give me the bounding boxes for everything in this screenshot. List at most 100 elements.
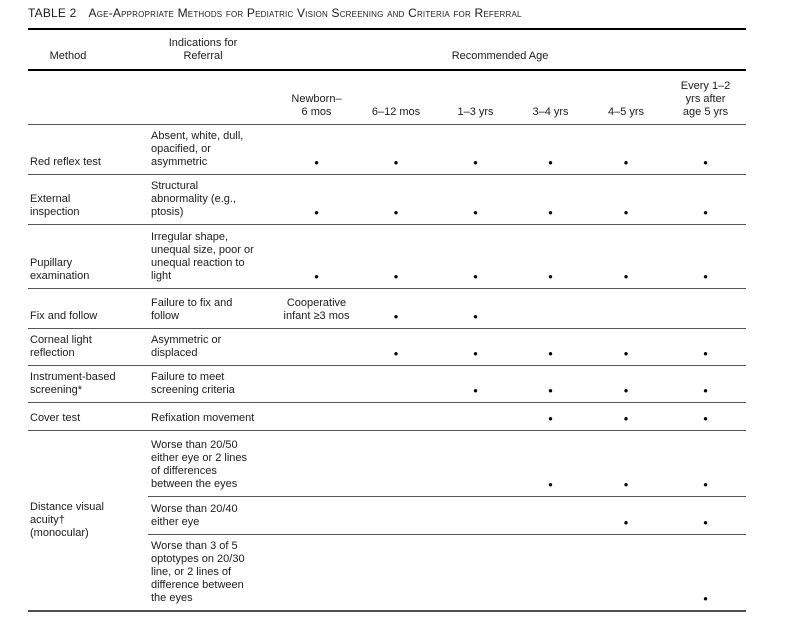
indication-cell: Worse than 20/40 either eye <box>148 496 278 535</box>
bullet-mark: ● <box>437 124 514 175</box>
bullet-mark: ● <box>665 430 747 497</box>
bullet-mark <box>437 534 514 611</box>
bullet-mark <box>278 430 355 497</box>
indication-cell: Worse than 3 of 5 optotypes on 20/30 lin… <box>151 540 245 604</box>
age-header-6-12mos: 6–12 mos <box>355 70 437 125</box>
indication-cell: Worse than 20/50 either eye or 2 lines o… <box>148 430 278 497</box>
method-cell: Corneal light reflection <box>28 328 148 366</box>
table-row: Corneal light reflection Asymmetric or d… <box>28 328 747 366</box>
table-row: Instrument-based screening* Failure to m… <box>28 365 747 403</box>
bullet-mark: ● <box>665 496 747 535</box>
table-title: Age-Appropriate Methods for Pediatric Vi… <box>88 6 522 20</box>
table-row: Worse than 3 of 5 optotypes on 20/30 lin… <box>28 534 746 611</box>
bullet-mark: ● <box>665 402 747 431</box>
bullet-mark: ● <box>587 430 665 497</box>
bullet-mark <box>355 430 437 497</box>
bullet-mark: ● <box>587 365 665 403</box>
age-header-4-5yrs: 4–5 yrs <box>587 70 665 125</box>
bullet-mark: ● <box>355 124 437 175</box>
bullet-mark: ● <box>514 430 587 497</box>
table-number: TABLE 2 <box>28 6 77 20</box>
table-row: Distance visual acuity† (monocular) Wors… <box>28 430 747 539</box>
method-cell: Pupillary examination <box>28 224 148 289</box>
column-header-recommended-age: Recommended Age <box>278 30 747 71</box>
method-cell: Fix and follow <box>28 288 148 329</box>
bullet-mark: ● <box>665 174 747 225</box>
bullet-mark <box>278 496 355 535</box>
bullet-mark: ● <box>437 288 514 329</box>
bullet-mark <box>437 496 514 535</box>
method-cell: Distance visual acuity† (monocular) <box>30 500 104 539</box>
bullet-mark: ● <box>587 124 665 175</box>
bullet-mark: ● <box>665 365 747 403</box>
bullet-mark: ● <box>437 328 514 366</box>
table-row: Fix and follow Failure to fix and follow… <box>28 288 747 329</box>
bullet-mark <box>278 365 355 403</box>
age-header-newborn-6mos: Newborn– 6 mos <box>278 70 355 125</box>
bullet-mark <box>587 288 665 329</box>
method-cell: External inspection <box>28 174 148 225</box>
header-spacer <box>148 70 278 125</box>
bullet-mark: ● <box>355 224 437 289</box>
method-cell: Cover test <box>28 402 148 431</box>
bullet-mark: ● <box>437 224 514 289</box>
bullet-mark: ● <box>437 365 514 403</box>
bullet-mark: ● <box>665 224 747 289</box>
bullet-mark <box>278 534 355 611</box>
age-header-every-1-2yrs: Every 1–2 yrs after age 5 yrs <box>665 70 747 125</box>
table-page: TABLE 2 Age-Appropriate Methods for Pedi… <box>28 4 747 612</box>
bullet-mark <box>587 534 665 611</box>
indication-cell: Failure to fix and follow <box>148 288 278 329</box>
bullet-mark: ● <box>587 174 665 225</box>
bullet-mark <box>278 402 355 431</box>
bullet-mark: ● <box>587 224 665 289</box>
age-header-1-3yrs: 1–3 yrs <box>437 70 514 125</box>
bullet-mark: ● <box>514 365 587 403</box>
vision-screening-table: Method Indications for Referral Recommen… <box>28 30 747 612</box>
bullet-mark <box>514 496 587 535</box>
bullet-mark: ● <box>514 174 587 225</box>
bullet-mark: ● <box>514 224 587 289</box>
indication-cell: Asymmetric or displaced <box>148 328 278 366</box>
bullet-mark: ● <box>587 496 665 535</box>
bullet-mark: ● <box>514 124 587 175</box>
bullet-mark: ● <box>437 174 514 225</box>
column-header-method: Method <box>28 30 148 71</box>
bullet-mark: ● <box>587 328 665 366</box>
bullet-mark: ● <box>514 402 587 431</box>
bullet-mark <box>514 288 587 329</box>
bullet-mark <box>355 534 437 611</box>
indication-cell: Refixation movement <box>148 402 278 431</box>
bullet-mark <box>514 534 587 611</box>
bullet-mark <box>355 365 437 403</box>
bullet-mark: ● <box>703 594 708 603</box>
header-row-main: Method Indications for Referral Recommen… <box>28 30 747 71</box>
indication-cell: Failure to meet screening criteria <box>148 365 278 403</box>
bullet-mark <box>665 288 747 329</box>
table-row: Red reflex test Absent, white, dull, opa… <box>28 124 747 175</box>
bullet-mark: ● <box>355 174 437 225</box>
table-row: Cover test Refixation movement ● ● ● <box>28 402 747 431</box>
indication-cell: Irregular shape, unequal size, poor or u… <box>148 224 278 289</box>
table-row: Pupillary examination Irregular shape, u… <box>28 224 747 289</box>
bullet-mark: ● <box>665 328 747 366</box>
note-cell: Cooperative infant ≥3 mos <box>278 288 355 329</box>
method-cell: Red reflex test <box>28 124 148 175</box>
bullet-mark: ● <box>665 124 747 175</box>
bullet-mark <box>278 328 355 366</box>
bullet-mark: ● <box>278 224 355 289</box>
column-header-indications: Indications for Referral <box>148 30 278 71</box>
bullet-mark <box>355 496 437 535</box>
header-spacer <box>28 70 148 125</box>
indication-cell: Structural abnormality (e.g., ptosis) <box>148 174 278 225</box>
age-header-3-4yrs: 3–4 yrs <box>514 70 587 125</box>
indication-cell: Absent, white, dull, opacified, or asymm… <box>148 124 278 175</box>
bullet-mark: ● <box>514 328 587 366</box>
bullet-mark: ● <box>587 402 665 431</box>
bullet-mark: ● <box>278 174 355 225</box>
bullet-mark <box>437 430 514 497</box>
bullet-mark: ● <box>355 328 437 366</box>
method-cell: Instrument-based screening* <box>28 365 148 403</box>
table-caption: TABLE 2 Age-Appropriate Methods for Pedi… <box>28 4 746 30</box>
bullet-mark <box>437 402 514 431</box>
